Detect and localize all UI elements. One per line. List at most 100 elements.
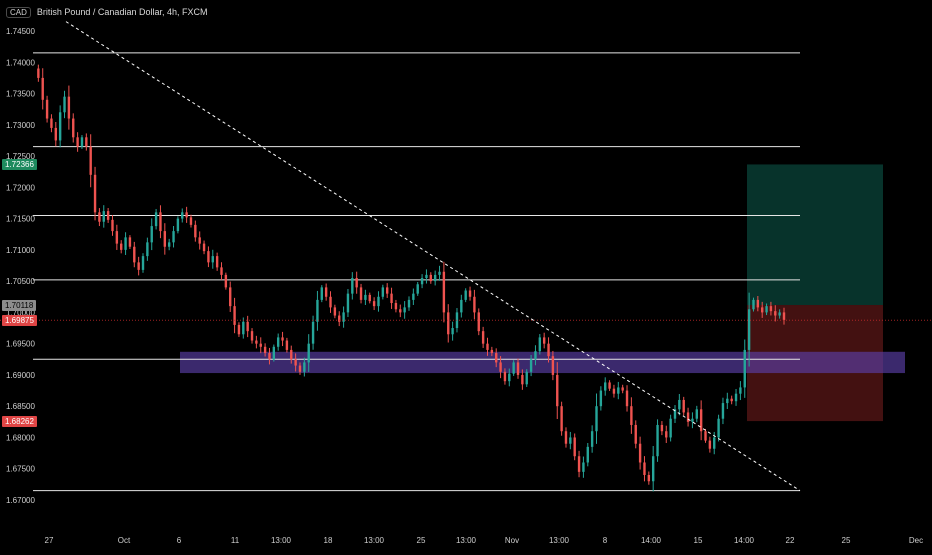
candle-body[interactable] [734,393,738,402]
candle-body[interactable] [351,278,354,294]
candle-body[interactable] [385,287,389,294]
candle-body[interactable] [281,337,284,341]
candle-body[interactable] [516,362,520,375]
candle-body[interactable] [194,224,197,238]
candle-body[interactable] [765,306,768,313]
candle-body[interactable] [542,337,546,344]
candle-body[interactable] [211,256,214,263]
candle-body[interactable] [399,309,402,313]
candle-body[interactable] [355,278,358,288]
candle-body[interactable] [608,382,611,389]
candle-body[interactable] [163,231,167,247]
candle-body[interactable] [678,399,681,410]
candle-body[interactable] [551,356,555,375]
candle-body[interactable] [508,373,511,382]
candle-body[interactable] [276,337,280,347]
candle-body[interactable] [106,211,110,220]
candle-body[interactable] [37,68,40,78]
candle-body[interactable] [390,293,393,304]
candle-body[interactable] [242,321,245,335]
candle-body[interactable] [202,243,206,252]
candle-body[interactable] [752,299,755,310]
candle-body[interactable] [634,424,637,444]
candle-body[interactable] [442,271,446,313]
candle-body[interactable] [307,343,310,363]
candle-body[interactable] [433,274,437,282]
candle-body[interactable] [438,271,441,275]
candle-body[interactable] [769,306,773,312]
candle-body[interactable] [272,346,276,360]
candle-body[interactable] [621,387,624,391]
candle-body[interactable] [233,306,236,325]
candle-body[interactable] [638,443,642,463]
candle-body[interactable] [54,127,58,141]
candle-body[interactable] [72,118,75,138]
candle-body[interactable] [41,77,44,100]
candle-body[interactable] [154,212,158,227]
candle-body[interactable] [303,362,306,372]
candle-body[interactable] [547,343,550,357]
candle-body[interactable] [512,362,515,374]
candle-body[interactable] [124,237,127,250]
support-zone[interactable] [180,351,905,374]
candle-body[interactable] [521,374,524,385]
candle-body[interactable] [368,294,371,302]
candle-body[interactable] [377,296,380,307]
candle-body[interactable] [407,299,411,308]
candle-body[interactable] [464,290,467,300]
candle-body[interactable] [708,440,712,449]
candle-body[interactable] [311,321,315,344]
candle-body[interactable] [342,312,345,322]
candle-body[interactable] [111,219,114,232]
candle-body[interactable] [67,96,71,119]
candle-body[interactable] [316,299,319,322]
candle-body[interactable] [346,293,350,313]
candle-body[interactable] [324,287,328,297]
candle-body[interactable] [294,359,297,366]
candle-body[interactable] [85,137,88,147]
candle-body[interactable] [58,112,62,141]
candle-body[interactable] [329,296,332,308]
candle-body[interactable] [782,312,786,320]
candle-body[interactable] [255,340,258,344]
candle-body[interactable] [259,343,262,347]
candle-body[interactable] [756,299,760,308]
time-axis[interactable]: 27 Oct 6 11 13:00 18 13:00 25 13:00 Nov 13:00 8 14:0… [45,536,924,545]
candle-body[interactable] [237,324,241,335]
candle-body[interactable] [167,242,171,247]
candle-body[interactable] [617,387,620,394]
candle-body[interactable] [499,362,502,372]
candle-body[interactable] [229,287,232,307]
candle-body[interactable] [656,424,659,457]
quote-currency-badge[interactable]: CAD [6,6,31,18]
candle-body[interactable] [359,287,363,300]
candle-body[interactable] [704,431,707,441]
candle-body[interactable] [290,349,293,360]
candle-body[interactable] [189,217,193,225]
candle-body[interactable] [224,274,228,288]
candle-body[interactable] [364,294,367,300]
candle-body[interactable] [447,312,450,335]
candle-body[interactable] [98,212,101,222]
candle-body[interactable] [181,212,184,219]
candle-body[interactable] [460,299,463,313]
candle-body[interactable] [246,321,249,332]
candle-body[interactable] [451,328,454,335]
candle-body[interactable] [128,237,132,247]
candle-body[interactable] [599,390,603,407]
candle-body[interactable] [159,212,162,232]
candle-body[interactable] [338,315,341,322]
candle-body[interactable] [63,96,66,113]
candle-body[interactable] [590,431,594,447]
candle-body[interactable] [146,242,149,257]
candle-body[interactable] [198,237,201,244]
candle-body[interactable] [176,218,180,232]
candle-body[interactable] [569,437,572,444]
price-axis[interactable]: 1.74500 1.74000 1.73500 1.73000 1.72500 1.720… [6,27,35,505]
candle-body[interactable] [416,284,419,294]
candle-body[interactable] [595,406,598,432]
candle-body[interactable] [263,346,267,354]
candle-body[interactable] [582,462,585,472]
candle-body[interactable] [577,456,581,472]
